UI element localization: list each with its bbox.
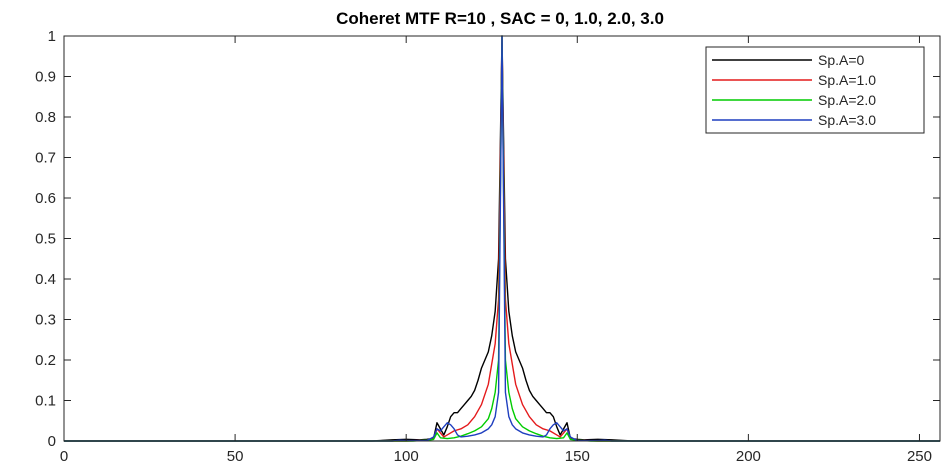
x-tick-label: 200 bbox=[736, 448, 761, 465]
legend-label: Sp.A=3.0 bbox=[818, 112, 876, 128]
legend-label: Sp.A=1.0 bbox=[818, 72, 876, 88]
y-tick-label: 0.3 bbox=[35, 312, 56, 329]
y-tick-label: 0.5 bbox=[35, 231, 56, 248]
plot-frame bbox=[63, 35, 941, 442]
y-tick-label: 0.7 bbox=[35, 150, 56, 167]
y-tick-label: 0.6 bbox=[35, 190, 56, 207]
y-tick-label: 1 bbox=[48, 28, 56, 45]
legend-label: Sp.A=0 bbox=[818, 52, 865, 68]
legend: Sp.A=0 Sp.A=1.0 Sp.A=2.0 Sp.A=3.0 bbox=[705, 46, 925, 134]
y-tick-label: 0.9 bbox=[35, 69, 56, 86]
y-tick-label: 0.8 bbox=[35, 109, 56, 126]
y-tick-label: 0.4 bbox=[35, 271, 56, 288]
x-tick-label: 50 bbox=[227, 448, 244, 465]
x-tick-label: 0 bbox=[60, 448, 68, 465]
x-tick-label: 150 bbox=[565, 448, 590, 465]
x-tick-label: 100 bbox=[394, 448, 419, 465]
y-tick-label: 0.1 bbox=[35, 393, 56, 410]
legend-label: Sp.A=2.0 bbox=[818, 92, 876, 108]
x-tick-label: 250 bbox=[907, 448, 932, 465]
y-tick-label: 0.2 bbox=[35, 352, 56, 369]
legend-box bbox=[705, 46, 925, 134]
y-tick-label: 0 bbox=[48, 433, 56, 450]
chart-title: Coheret MTF R=10 , SAC = 0, 1.0, 2.0, 3.… bbox=[336, 9, 664, 28]
tick-layer: 0 50 100 150 200 250 0 0.1 0.2 0.3 0.4 0.5 0.6 0.7 0.8… bbox=[35, 28, 940, 465]
